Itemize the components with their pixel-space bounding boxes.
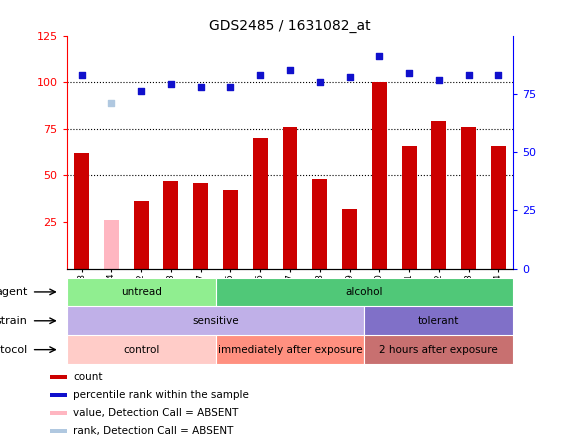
Bar <box>74 153 89 269</box>
Bar <box>216 335 364 364</box>
Point <box>434 76 444 83</box>
Bar <box>364 306 513 335</box>
Bar <box>104 220 119 269</box>
Point <box>196 83 205 91</box>
Bar <box>432 121 446 269</box>
Bar <box>216 278 513 306</box>
Bar <box>491 146 506 269</box>
Text: rank, Detection Call = ABSENT: rank, Detection Call = ABSENT <box>73 426 234 436</box>
Text: control: control <box>123 345 160 355</box>
Bar <box>67 335 216 364</box>
Point <box>166 81 176 88</box>
Text: count: count <box>73 372 103 382</box>
Bar <box>50 429 67 433</box>
Text: strain: strain <box>0 316 27 326</box>
Text: tolerant: tolerant <box>418 316 459 326</box>
Bar <box>253 138 268 269</box>
Point <box>345 74 354 81</box>
Bar <box>50 375 67 379</box>
Bar <box>164 181 178 269</box>
Text: untread: untread <box>121 287 162 297</box>
Bar <box>223 190 238 269</box>
Point <box>136 88 146 95</box>
Point <box>464 71 473 79</box>
Point <box>226 83 235 91</box>
Bar <box>342 209 357 269</box>
Bar <box>461 127 476 269</box>
Bar <box>193 183 208 269</box>
Point <box>375 53 384 60</box>
Text: sensitive: sensitive <box>192 316 239 326</box>
Text: percentile rank within the sample: percentile rank within the sample <box>73 390 249 400</box>
Text: protocol: protocol <box>0 345 27 355</box>
Text: immediately after exposure: immediately after exposure <box>218 345 362 355</box>
Bar <box>133 202 148 269</box>
Point <box>77 71 86 79</box>
Text: agent: agent <box>0 287 27 297</box>
Bar <box>282 127 298 269</box>
Bar <box>50 393 67 397</box>
Point <box>107 99 116 107</box>
Title: GDS2485 / 1631082_at: GDS2485 / 1631082_at <box>209 19 371 33</box>
Bar <box>50 411 67 415</box>
Point <box>256 71 265 79</box>
Point <box>494 71 503 79</box>
Point <box>285 67 295 74</box>
Point <box>404 69 414 76</box>
Bar <box>67 278 216 306</box>
Bar <box>364 335 513 364</box>
Point <box>315 79 324 86</box>
Bar <box>372 82 387 269</box>
Bar <box>401 146 416 269</box>
Bar <box>67 306 364 335</box>
Text: 2 hours after exposure: 2 hours after exposure <box>379 345 498 355</box>
Bar <box>312 179 327 269</box>
Text: alcohol: alcohol <box>346 287 383 297</box>
Text: value, Detection Call = ABSENT: value, Detection Call = ABSENT <box>73 408 239 418</box>
